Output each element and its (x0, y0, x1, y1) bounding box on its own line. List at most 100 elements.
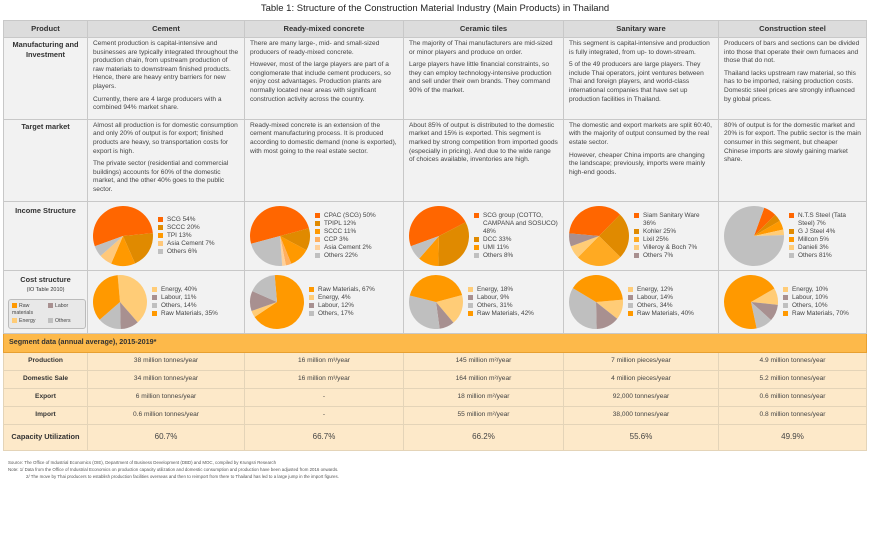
pie-label: SCCC 20% (167, 223, 200, 231)
pie-label-swatch (628, 295, 633, 300)
pie-label: Others, 17% (318, 309, 354, 317)
legend-label: Energy (19, 317, 36, 324)
pie-chart-box: Energy, 18% Labour, 9% Others, 31% Raw Mate… (408, 274, 559, 330)
pie-slice (409, 274, 463, 302)
pie-label-swatch (783, 295, 788, 300)
pie-label-swatch (783, 311, 788, 316)
pie-labels: Raw Materials, 67% Energy, 4% Labour, 12% O… (309, 286, 399, 318)
capacity-value: 66.2% (403, 423, 564, 451)
pie-slice (99, 301, 121, 329)
legend-swatch (48, 302, 53, 308)
pie-label-item: Energy, 12% (628, 286, 714, 294)
pie-label: Millcon 5% (798, 235, 829, 243)
pie-label-swatch (468, 295, 473, 300)
pie-slice (123, 232, 153, 263)
pie-label-item: Kohler 25% (634, 228, 714, 236)
capacity-value: 49.9% (718, 423, 867, 451)
pie-label-swatch (789, 213, 794, 218)
pie-slice (251, 301, 277, 317)
pie-label-item: SCCC 11% (315, 228, 399, 236)
domestic-value: 5.2 million tonnes/year (718, 369, 867, 389)
target-paragraph: However, cheaper China imports are chang… (569, 151, 706, 176)
pie-label: Others 81% (798, 251, 832, 259)
cost-source: (IO Table 2010) (26, 286, 65, 293)
legend-label: Raw materials (12, 302, 34, 316)
pie-label-swatch (468, 311, 473, 316)
pie-label-item: CCP 3% (315, 236, 399, 244)
pie-labels: SCG 54% SCCC 20% TPI 13% Asia Cement 7% Othe… (158, 216, 240, 256)
pie-labels: Siam Sanitary Ware 36% Kohler 25% Lixil 25… (634, 212, 714, 260)
pie-slice (569, 232, 599, 246)
header-4: Construction steel (718, 20, 867, 38)
domestic-value: 4 million pieces/year (563, 369, 719, 389)
row-header-label: Domestic Sale (22, 375, 69, 382)
pie-label-item: Others 6% (158, 248, 240, 256)
pie-slice (280, 235, 286, 266)
cost-chart-cell: Energy, 12% Labour, 14% Others, 34% Raw Mat… (563, 269, 719, 334)
segment-header-row: Segment data (annual average), 2015-2019… (3, 332, 867, 353)
target-paragraph: About 85% of output is distributed to th… (409, 121, 558, 164)
import-value: 38,000 tonnes/year (563, 405, 719, 425)
pie-label: Energy, 12% (637, 285, 674, 293)
pie-label-swatch (309, 295, 314, 300)
pie-slice (280, 227, 310, 250)
header-product: Product (3, 20, 88, 38)
pie-slice (436, 294, 463, 323)
row-header-label: Production (28, 357, 63, 364)
pie-label: SCCC 11% (324, 227, 357, 235)
cost-chart-cell: Energy, 18% Labour, 9% Others, 31% Raw Mate… (403, 269, 564, 334)
target-cell: 80% of output is for the domestic market… (718, 118, 867, 202)
pie-label-item: Others 81% (789, 252, 862, 260)
import-value: 0.6 million tonnes/year (87, 405, 245, 425)
pie-slice (254, 274, 304, 329)
pie-label-swatch (158, 233, 163, 238)
pie-label: Asia Cement 7% (167, 239, 215, 247)
pie-slice (117, 274, 147, 322)
pie-labels: Energy, 18% Labour, 9% Others, 31% Raw Mate… (468, 286, 559, 318)
pie-slice (754, 229, 784, 236)
pie-slice (280, 235, 292, 265)
pie-label-swatch (315, 221, 320, 226)
pie-chart (724, 205, 784, 266)
pie-label: Others, 31% (477, 301, 513, 309)
export-value: 6 million tonnes/year (87, 387, 245, 407)
pie-label: N.T.S Steel (Tata Steel) 7% (798, 211, 846, 227)
manufacturing-paragraph: However, most of the large players are p… (250, 61, 391, 103)
pie-label-swatch (315, 237, 320, 242)
pie-chart (569, 274, 623, 329)
legend-label: Others (55, 317, 71, 324)
pie-label-swatch (158, 249, 163, 254)
pie-slice (409, 205, 466, 246)
pie-label-item: Asia Cement 2% (315, 244, 399, 252)
row-domestic: Domestic Sale 34 million tonnes/year 16 mi… (3, 369, 867, 389)
pie-label-swatch (789, 237, 794, 242)
target-paragraph: 80% of output is for the domestic market… (724, 121, 861, 164)
production-value: 38 million tonnes/year (87, 351, 245, 371)
target-cell: Ready-mixed concrete is an extension of … (244, 118, 404, 202)
pie-label-swatch (789, 245, 794, 250)
pie-label-swatch (468, 287, 473, 292)
row-cost: Cost structure (IO Table 2010) Raw materia… (3, 269, 867, 334)
pie-label-swatch (152, 295, 157, 300)
pie-label: SCG group (COTTO, CAMPANA and SOSUCO) 48… (483, 211, 558, 235)
pie-label-swatch (634, 253, 639, 258)
manufacturing-paragraph: Currently, there are 4 large producers w… (93, 95, 222, 112)
pie-slice (436, 301, 454, 329)
row-header-label: Target market (21, 121, 70, 131)
pie-chart-box: Energy, 40% Labour, 11% Others, 14% Raw Mat… (92, 274, 240, 330)
row-target: Target market Almost all production is fo… (3, 118, 867, 202)
pie-label-item: SCG group (COTTO, CAMPANA and SOSUCO) 48… (474, 212, 559, 236)
pie-label-item: G J Steel 4% (789, 228, 862, 236)
pie-label: Others 22% (324, 251, 358, 259)
industry-structure-table: Product Cement Ready-mixed concrete Ceramic… (3, 20, 867, 451)
pie-label: CPAC (SCG) 50% (324, 211, 376, 219)
row-header-label: Cost structure (20, 274, 71, 284)
pie-label: Labour, 12% (318, 301, 354, 309)
pie-chart-box: Energy, 12% Labour, 14% Others, 34% Raw Mat… (568, 274, 714, 330)
pie-label-item: Others, 14% (152, 302, 240, 310)
row-production: Production 38 million tonnes/year 16 milli… (3, 351, 867, 371)
domestic-value: 164 million m²/year (403, 369, 564, 389)
pie-chart (93, 205, 153, 266)
pie-label-swatch (789, 229, 794, 234)
pie-label: Energy, 40% (161, 285, 198, 293)
